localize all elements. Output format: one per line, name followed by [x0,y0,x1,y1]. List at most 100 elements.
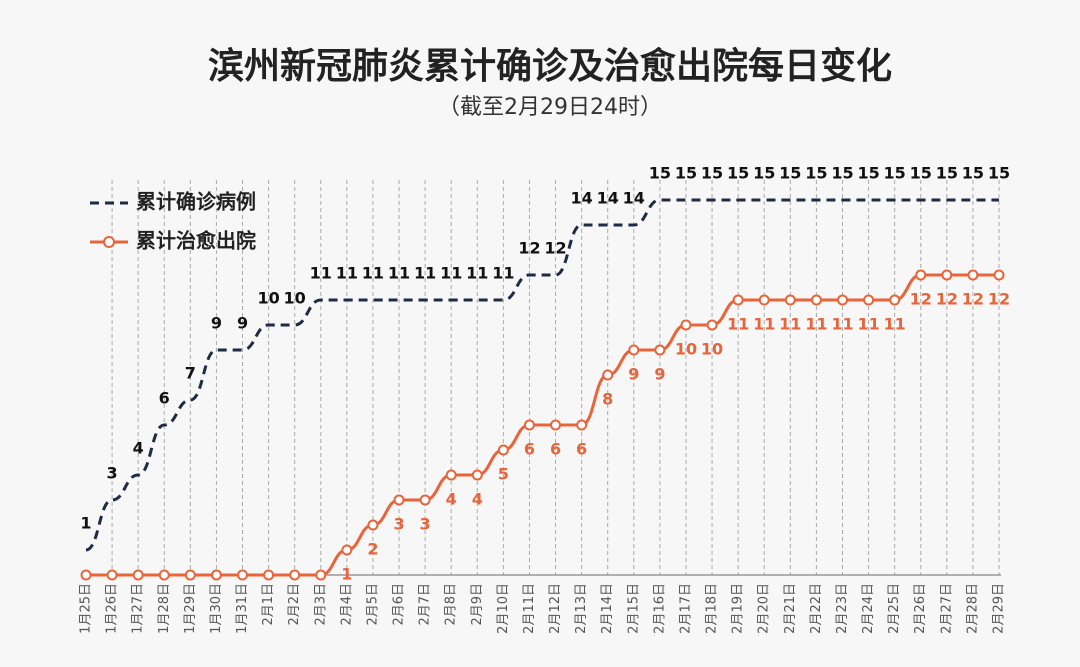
data-label: 11 [857,315,879,334]
x-tick-label: 2月19日 [731,583,746,634]
data-label: 11 [466,264,488,283]
data-label: 11 [310,264,332,283]
data-label: 12 [936,290,958,309]
data-label: 9 [237,314,248,333]
x-tick-label: 1月28日 [157,583,172,634]
point [680,319,692,331]
data-label: 5 [498,465,509,484]
point [210,569,222,581]
data-label: 12 [988,290,1010,309]
x-tick-label: 2月10日 [496,583,511,634]
point [106,569,118,581]
x-tick-label: 2月24日 [861,583,876,634]
point [602,369,614,381]
data-label: 3 [107,464,118,483]
x-tick-label: 2月14日 [600,583,615,634]
x-tick-label: 2月22日 [809,583,824,634]
point [315,569,327,581]
data-label: 11 [884,315,906,334]
x-tick-label: 2月27日 [939,583,954,634]
x-tick-label: 2月5日 [365,583,380,626]
x-tick-label: 1月27日 [131,583,146,634]
point [993,269,1005,281]
data-label: 11 [440,264,462,283]
x-tick-label: 2月2日 [287,583,302,626]
data-label: 15 [936,164,958,183]
point [889,294,901,306]
chart-title: 滨州新冠肺炎累计确诊及治愈出院每日变化 [208,45,892,87]
point [836,294,848,306]
data-label: 1 [80,514,91,533]
chart-subtitle: （截至2月29日24时） [438,95,662,120]
data-label: 10 [675,340,697,359]
point [732,294,744,306]
point [810,294,822,306]
data-label: 2 [367,540,378,559]
point [132,569,144,581]
point [967,269,979,281]
point [419,494,431,506]
data-label: 3 [393,515,404,534]
x-tick-label: 2月18日 [705,583,720,634]
x-tick-label: 1月29日 [183,583,198,634]
point [784,294,796,306]
data-label: 12 [910,290,932,309]
data-label: 11 [831,315,853,334]
data-label: 15 [727,164,749,183]
x-tick-label: 2月7日 [418,583,433,626]
x-tick-label: 2月28日 [965,583,980,634]
data-label: 15 [857,164,879,183]
x-tick-label: 2月1日 [261,583,276,626]
x-tick-label: 2月12日 [548,583,563,634]
x-tick-label: 2月8日 [444,583,459,626]
data-label: 15 [649,164,671,183]
data-label: 11 [779,315,801,334]
data-label: 14 [623,189,645,208]
point [393,494,405,506]
data-label: 10 [257,289,279,308]
data-label: 15 [805,164,827,183]
data-label: 15 [962,164,984,183]
x-tick-label: 1月26日 [105,583,120,634]
data-label: 15 [884,164,906,183]
x-tick-label: 2月9日 [470,583,485,626]
data-label: 15 [779,164,801,183]
data-label: 11 [336,264,358,283]
data-label: 12 [962,290,984,309]
data-label: 4 [472,490,483,509]
x-tick-label: 2月25日 [887,583,902,634]
x-tick-label: 2月16日 [652,583,667,634]
point [341,544,353,556]
point [80,569,92,581]
point [654,344,666,356]
x-tick-label: 2月4日 [339,583,354,626]
data-label: 14 [570,189,592,208]
point [523,419,535,431]
point [863,294,875,306]
x-tick-label: 1月30日 [209,583,224,634]
data-label: 10 [284,289,306,308]
x-tick-label: 2月6日 [392,583,407,626]
point [237,569,249,581]
data-label: 15 [701,164,723,183]
data-label: 14 [597,189,619,208]
x-tick-label: 2月17日 [678,583,693,634]
x-tick-label: 2月3日 [313,583,328,626]
data-label: 7 [185,364,196,383]
x-tick-label: 2月23日 [835,583,850,634]
point [706,319,718,331]
data-label: 6 [524,440,535,459]
x-tick-label: 2月13日 [574,583,589,634]
point [471,469,483,481]
data-label: 11 [492,264,514,283]
x-tick-label: 2月11日 [522,583,537,634]
series-line [85,198,999,552]
data-label: 11 [414,264,436,283]
legend-marker [103,236,115,248]
legend-label: 累计确诊病例 [136,190,256,214]
point [289,569,301,581]
data-label: 6 [576,440,587,459]
point [915,269,927,281]
